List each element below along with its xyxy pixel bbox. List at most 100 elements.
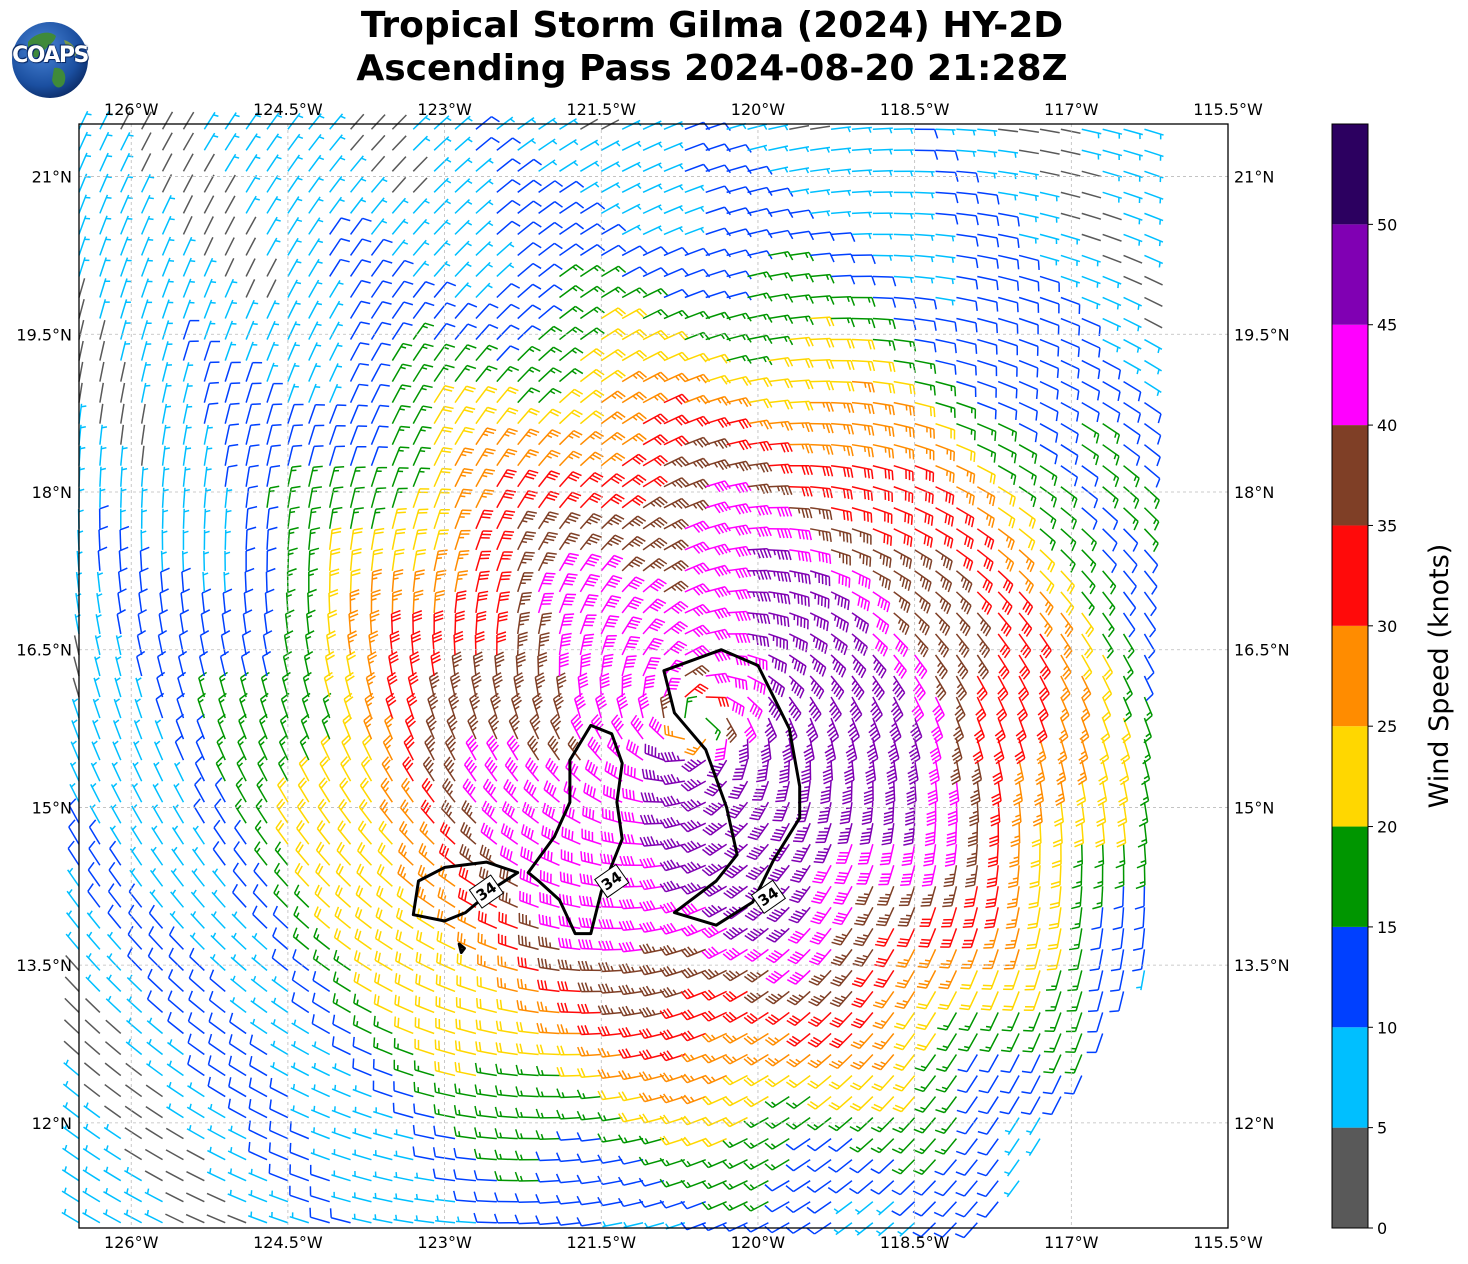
wind-barb [701,946,727,960]
wind-barb [161,194,176,214]
wind-barb [496,571,512,593]
wind-barb [559,243,584,257]
wind-barb [726,143,752,153]
wind-barb [192,846,205,866]
wind-barb [224,258,235,277]
wind-barb [659,1093,686,1104]
wind-barb [580,851,602,866]
wind-barb [333,928,352,950]
wind-barb [663,183,684,194]
wind-barb [809,948,832,966]
wind-barb [559,138,579,151]
wind-barb [893,317,917,331]
wind-barb [705,416,731,428]
wind-barb [967,823,979,847]
wind-barb [663,288,690,299]
wind-barb [104,1041,122,1056]
wind-barb [980,1012,999,1032]
wind-barb [1003,949,1020,970]
wind-barb [99,361,105,382]
wind-barb [1060,296,1081,314]
wind-barb [976,444,997,463]
wind-barb [1123,465,1140,488]
wind-barb [454,447,475,467]
wind-barb [1060,444,1079,465]
wind-barb [997,633,1011,659]
wind-barb [474,1084,497,1098]
wind-barb [203,529,210,550]
wind-barb [1123,254,1143,264]
wind-barb [1018,275,1040,292]
wind-barb [768,420,793,431]
wind-barb [439,821,456,845]
wind-barb [98,504,109,529]
wind-barb [538,914,560,930]
wind-barb [789,549,812,563]
wind-barb [977,1117,999,1135]
wind-barb [822,760,834,785]
wind-barb [336,841,352,866]
wind-barb [638,985,665,997]
wind-barb [310,1105,330,1119]
wind-barb [1102,317,1122,331]
wind-barb [914,296,938,310]
x-tick-label-top: 118.5°W [880,100,950,119]
wind-barb [565,758,581,782]
wind-barb [350,134,365,151]
wind-barb [893,443,915,460]
wind-barb [107,904,122,929]
wind-barb [852,948,874,967]
wind-barb [474,1127,497,1140]
wind-barb [87,861,101,887]
wind-barb [894,991,916,1010]
wind-barb [314,884,331,908]
wind-barb [535,1194,560,1204]
wind-barb [789,443,814,454]
wind-barb [345,651,357,677]
colorbar-segment [1332,1127,1368,1228]
wind-barb [621,203,642,215]
wind-barb [579,306,605,320]
wind-barb [454,468,474,488]
wind-barb [638,1071,665,1082]
wind-barb [956,191,980,204]
wind-barb [224,423,239,445]
wind-barb [182,403,193,424]
wind-barb [976,633,991,659]
wind-barb [621,287,648,299]
wind-barb [1144,359,1162,375]
wind-barb [723,885,748,899]
wind-barb [990,802,1001,827]
wind-barb [914,338,937,353]
wind-barb [203,111,219,130]
wind-barb [1109,991,1125,1013]
wind-barb [432,1168,456,1182]
wind-barb [207,1146,226,1161]
wind-barb [514,1214,539,1225]
wind-barb [412,384,433,404]
wind-barb [494,651,505,677]
wind-barb [329,134,346,151]
wind-barb [454,570,469,593]
wind-barb [680,1136,706,1147]
wind-barb [245,258,256,277]
wind-barb [981,970,999,990]
wind-barb [517,490,538,509]
wind-barb [705,164,731,174]
wind-barb [73,656,80,677]
wind-barb [349,238,372,256]
wind-barb [722,1180,748,1191]
wind-barb [977,359,998,377]
wind-barb [476,976,498,993]
wind-barb [914,1054,937,1072]
wind-barb [496,977,518,993]
wind-barb [927,781,939,806]
wind-barb [976,549,994,572]
wind-barb [912,675,926,701]
wind-barb [351,1213,372,1224]
wind-barb [135,677,143,698]
wind-barb [743,1201,769,1212]
wind-barb [370,507,386,529]
wind-barb [99,173,112,193]
wind-barb [1081,170,1102,178]
